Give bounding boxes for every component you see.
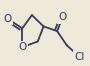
Text: O: O (59, 12, 67, 22)
Text: O: O (4, 14, 12, 24)
Text: Cl: Cl (74, 52, 85, 62)
Text: O: O (18, 42, 26, 52)
